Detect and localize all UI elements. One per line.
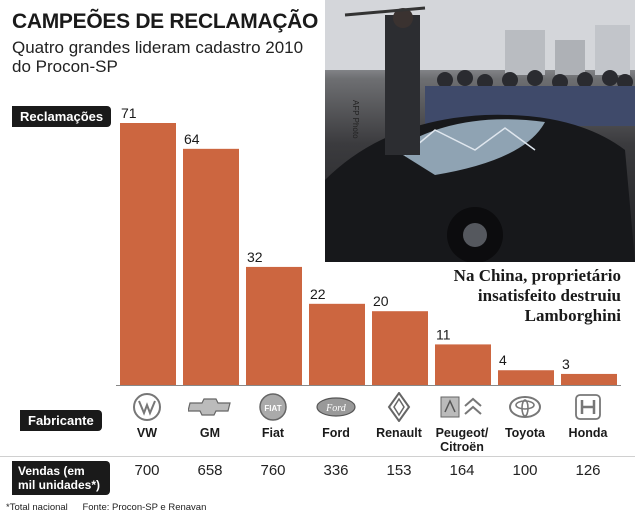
bar-value-label: 11 bbox=[436, 326, 451, 342]
bar-peugeot-citro-n bbox=[435, 344, 491, 385]
sales-value: 658 bbox=[197, 462, 223, 479]
ford-logo-icon: Ford bbox=[309, 392, 363, 422]
bar-value-label: 4 bbox=[499, 352, 507, 368]
svg-text:FIAT: FIAT bbox=[264, 404, 281, 413]
bar-gm bbox=[183, 148, 239, 385]
sales-value: 100 bbox=[512, 462, 538, 479]
gm-logo-icon bbox=[183, 392, 237, 422]
maker-label: Fabricante bbox=[20, 410, 102, 431]
honda-logo-icon bbox=[561, 392, 615, 422]
bar-ford bbox=[309, 303, 365, 385]
sales-label: Vendas (em mil unidades*) bbox=[12, 461, 110, 495]
maker-name: Ford bbox=[322, 426, 350, 440]
bar-value-label: 22 bbox=[310, 286, 326, 302]
footnote: *Total nacional Fonte: Procon-SP e Renav… bbox=[6, 502, 218, 513]
sales-value: 760 bbox=[260, 462, 286, 479]
maker-row: FIAT Ford VW GM Fiat Ford Renault Peugeo… bbox=[0, 392, 635, 454]
complaints-label: Reclamações bbox=[12, 106, 112, 127]
renault-logo-icon bbox=[372, 392, 426, 422]
maker-name: Peugeot/ Citroën bbox=[435, 426, 489, 454]
divider bbox=[0, 456, 635, 457]
bar-value-label: 71 bbox=[121, 105, 137, 121]
vw-logo-icon bbox=[120, 392, 174, 422]
complaints-bar-chart: 71 64 32 22 20 11 4 3 bbox=[116, 105, 621, 386]
chart-title: CAMPEÕES DE RECLAMAÇÃO bbox=[12, 10, 319, 33]
maker-name: GM bbox=[199, 426, 221, 440]
footnote-note: *Total nacional bbox=[6, 502, 68, 513]
footnote-source: Fonte: Procon-SP e Renavan bbox=[82, 502, 207, 513]
news-photo bbox=[325, 0, 635, 262]
bar-renault bbox=[372, 311, 428, 385]
peugeot-citroen-logo-icon bbox=[435, 392, 489, 422]
bar-honda bbox=[561, 373, 617, 385]
bar-value-label: 64 bbox=[184, 131, 200, 147]
maker-name: Toyota bbox=[504, 426, 546, 440]
lamborghini-photo-icon bbox=[325, 0, 635, 262]
maker-name: Renault bbox=[376, 426, 422, 440]
sales-value: 164 bbox=[449, 462, 475, 479]
chart-subtitle: Quatro grandes lideram cadastro 2010 do … bbox=[12, 38, 304, 76]
toyota-logo-icon bbox=[498, 392, 552, 422]
bar-vw bbox=[120, 123, 176, 385]
svg-text:Ford: Ford bbox=[325, 403, 347, 414]
sales-value: 153 bbox=[386, 462, 412, 479]
maker-name: Honda bbox=[568, 426, 608, 440]
photo-caption: Na China, proprietário insatisfeito dest… bbox=[453, 266, 621, 325]
bar-value-label: 20 bbox=[373, 293, 389, 309]
bar-toyota bbox=[498, 370, 554, 385]
fiat-logo-icon: FIAT bbox=[246, 392, 300, 422]
maker-name: Fiat bbox=[261, 426, 285, 440]
sales-value: 126 bbox=[575, 462, 601, 479]
bar-value-label: 32 bbox=[247, 249, 263, 265]
sales-value: 700 bbox=[134, 462, 160, 479]
sales-value: 336 bbox=[323, 462, 349, 479]
bar-value-label: 3 bbox=[562, 356, 570, 372]
maker-name: VW bbox=[136, 426, 158, 440]
bar-fiat bbox=[246, 266, 302, 385]
